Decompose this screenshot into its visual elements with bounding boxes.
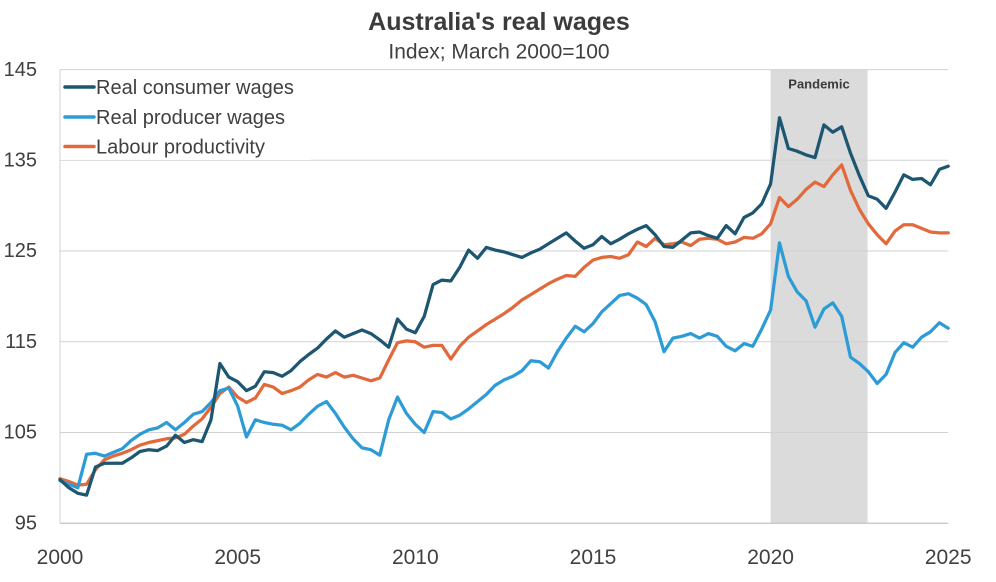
svg-text:2020: 2020 xyxy=(747,546,794,569)
svg-text:Index; March 2000=100: Index; March 2000=100 xyxy=(388,41,609,64)
svg-text:105: 105 xyxy=(4,422,37,444)
svg-text:135: 135 xyxy=(4,150,37,172)
svg-text:2015: 2015 xyxy=(570,546,617,569)
svg-text:125: 125 xyxy=(4,240,37,262)
svg-text:Real producer wages: Real producer wages xyxy=(96,107,285,129)
svg-text:115: 115 xyxy=(5,331,37,353)
svg-text:Labour productivity: Labour productivity xyxy=(96,137,265,159)
svg-text:2025: 2025 xyxy=(925,546,972,569)
svg-text:95: 95 xyxy=(15,512,37,534)
svg-text:Real consumer wages: Real consumer wages xyxy=(96,77,294,99)
svg-text:Australia's real wages: Australia's real wages xyxy=(368,8,630,36)
svg-text:2000: 2000 xyxy=(37,546,84,569)
svg-text:145: 145 xyxy=(4,59,37,81)
svg-text:Pandemic: Pandemic xyxy=(788,77,849,92)
svg-text:2005: 2005 xyxy=(214,546,261,569)
svg-text:2010: 2010 xyxy=(392,546,439,569)
